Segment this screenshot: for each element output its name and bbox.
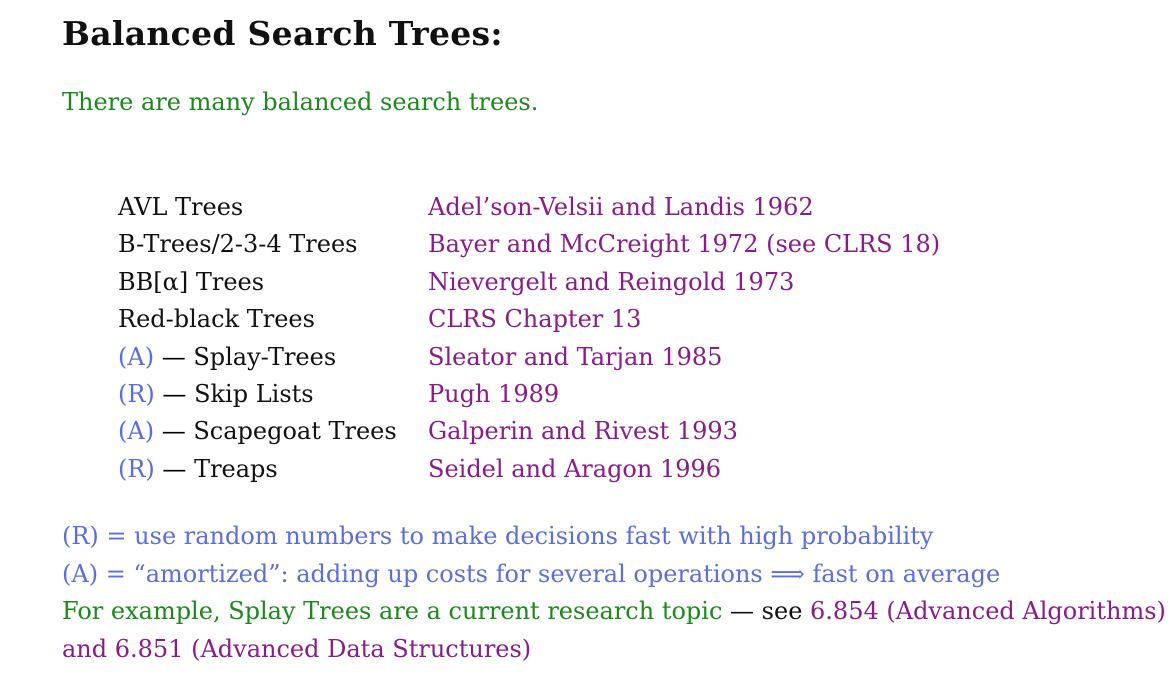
tree-name: (R) — Skip Lists (118, 377, 314, 411)
example-prefix: For example, Splay Trees are a current r… (62, 597, 723, 625)
example-and: and (62, 634, 115, 663)
tree-name-label: BB[α] Trees (118, 267, 265, 296)
notes-block: (R) = use random numbers to make decisio… (62, 518, 1166, 668)
course-advanced-data-structures: 6.851 (Advanced Data Structures) (114, 634, 532, 663)
tree-dash: — (154, 342, 194, 371)
tree-tag: (R) (118, 379, 155, 408)
note-random: (R) = use random numbers to make decisio… (62, 522, 934, 550)
tree-name: (R) — Treaps (118, 452, 278, 486)
intro-text: There are many balanced search trees. (62, 88, 539, 116)
tree-reference: Seidel and Aragon 1996 (428, 454, 722, 483)
tree-name-label: Treaps (194, 454, 278, 483)
note-amortized: (A) = “amortized”: adding up costs for s… (62, 559, 1001, 588)
tree-name: Red-black Trees (118, 302, 315, 336)
tree-name-label: B-Trees/2-3-4 Trees (118, 230, 358, 259)
tree-tag: (A) (118, 417, 155, 446)
tree-name-label: Skip Lists (194, 379, 314, 408)
tree-name-label: Red-black Trees (118, 305, 315, 334)
tree-dash: — (154, 379, 195, 408)
tree-reference: CLRS Chapter 13 (428, 305, 642, 334)
tree-name: (A) — Splay-Trees (118, 340, 336, 374)
note-example-cont: and 6.851 (Advanced Data Structures) (62, 631, 1166, 669)
tree-name: B-Trees/2-3-4 Trees (118, 227, 357, 261)
tree-reference: Adel’son-Velsii and Landis 1962 (428, 193, 814, 221)
tree-name-label: Scapegoat Trees (193, 417, 397, 446)
note-example: For example, Splay Trees are a current r… (62, 593, 1166, 631)
tree-name: (A) — Scapegoat Trees (118, 414, 397, 448)
tree-reference: Pugh 1989 (428, 379, 560, 408)
tree-name: AVL Trees (118, 190, 243, 224)
tree-name-label: Splay-Trees (193, 342, 337, 371)
tree-name: BB[α] Trees (118, 265, 264, 299)
page-title: Balanced Search Trees: (62, 14, 503, 53)
tree-reference: Bayer and McCreight 1972 (see CLRS 18) (428, 230, 941, 259)
example-see: — see (722, 597, 811, 625)
tree-dash: — (154, 417, 194, 446)
tree-tag: (R) (118, 454, 155, 483)
tree-reference: Galperin and Rivest 1993 (428, 417, 738, 446)
tree-reference: Sleator and Tarjan 1985 (428, 342, 723, 371)
course-advanced-algorithms: 6.854 (Advanced Algorithms) (810, 597, 1166, 625)
tree-name-label: AVL Trees (118, 193, 244, 221)
tree-tag: (A) (118, 342, 155, 371)
tree-dash: — (154, 454, 195, 483)
tree-reference: Nievergelt and Reingold 1973 (428, 267, 795, 296)
